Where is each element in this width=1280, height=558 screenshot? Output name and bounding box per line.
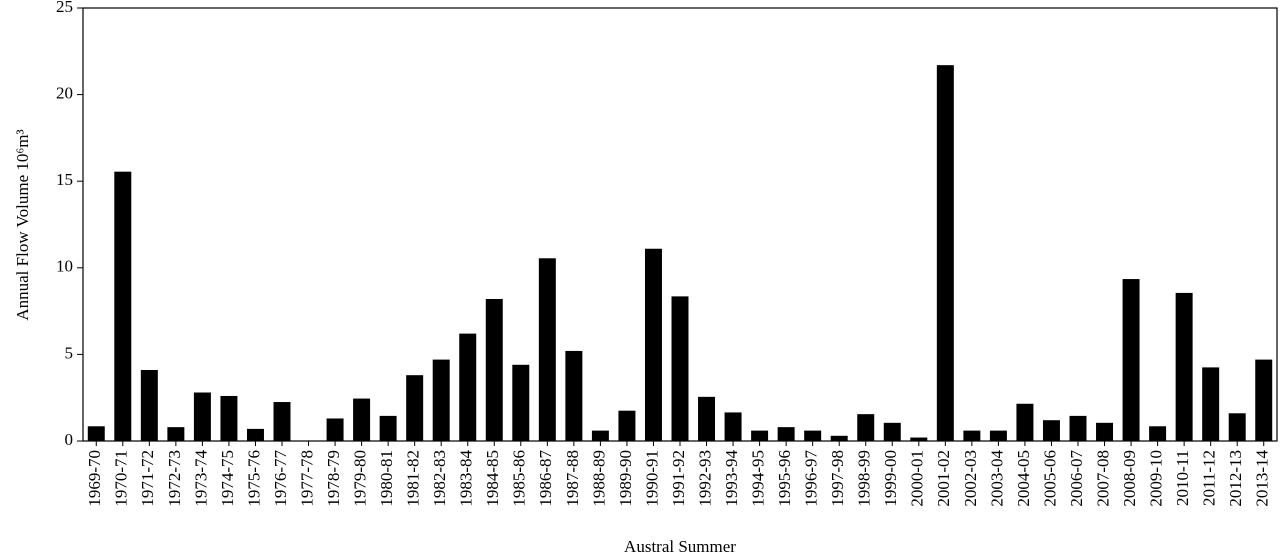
x-tick-label: 1989-90 <box>616 450 635 507</box>
bar <box>1069 415 1087 441</box>
y-tick-label: 20 <box>56 84 73 103</box>
bar <box>883 422 901 441</box>
y-tick-label: 10 <box>56 257 73 276</box>
y-tick-label: 5 <box>65 343 74 362</box>
x-tick-label: 1987-88 <box>563 450 582 507</box>
bar <box>140 369 158 441</box>
x-tick-label: 1985-86 <box>510 450 529 507</box>
x-tick-label: 2013-14 <box>1253 450 1272 507</box>
bar <box>246 428 264 441</box>
x-tick-label: 2009-10 <box>1147 450 1166 507</box>
bar <box>1122 279 1140 441</box>
bar <box>220 395 238 441</box>
x-tick-label: 1979-80 <box>351 450 370 507</box>
bar <box>167 427 185 441</box>
x-tick-label: 1999-00 <box>881 450 900 507</box>
x-tick-label: 2002-03 <box>961 450 980 507</box>
x-tick-label: 1976-77 <box>271 450 290 507</box>
x-tick-label: 1982-83 <box>430 450 449 507</box>
bar <box>1255 359 1273 441</box>
bar <box>618 410 636 441</box>
bar <box>989 430 1007 441</box>
bar <box>751 430 769 441</box>
bar <box>1175 292 1193 441</box>
bar <box>353 398 371 441</box>
x-tick-label: 2008-09 <box>1120 450 1139 507</box>
bar <box>87 426 105 441</box>
x-tick-label: 2003-04 <box>987 450 1006 507</box>
x-tick-label: 2012-13 <box>1226 450 1245 507</box>
bar <box>432 359 450 441</box>
x-tick-label: 1996-97 <box>802 450 821 507</box>
x-tick-label: 1992-93 <box>695 450 714 507</box>
x-tick-label: 1969-70 <box>85 450 104 507</box>
x-axis-label: Austral Summer <box>624 537 736 556</box>
y-tick-label: 25 <box>56 0 73 16</box>
bar <box>804 430 822 441</box>
bar <box>565 350 583 441</box>
bar <box>485 298 503 441</box>
x-tick-label: 1997-98 <box>828 450 847 507</box>
bar <box>114 171 132 441</box>
bar <box>724 412 742 441</box>
bar <box>963 430 981 441</box>
x-tick-label: 1975-76 <box>244 450 263 507</box>
y-axis-label: Annual Flow Volume 10⁶m³ <box>13 129 32 320</box>
x-tick-label: 1971-72 <box>138 450 157 507</box>
bar <box>193 392 211 441</box>
x-tick-label: 1990-91 <box>642 450 661 507</box>
x-tick-label: 2004-05 <box>1014 450 1033 507</box>
bar <box>273 402 291 441</box>
x-tick-label: 1980-81 <box>377 450 396 507</box>
bar <box>326 418 344 441</box>
bar <box>1096 422 1114 441</box>
bar <box>936 65 954 441</box>
bar <box>671 296 689 441</box>
x-tick-label: 1983-84 <box>457 450 476 507</box>
x-tick-label: 1978-79 <box>324 450 343 507</box>
x-tick-label: 1986-87 <box>536 450 555 507</box>
bar <box>830 435 848 441</box>
x-tick-label: 1973-74 <box>191 450 210 507</box>
y-tick-label: 15 <box>56 170 73 189</box>
bar <box>459 333 477 441</box>
x-tick-label: 2011-12 <box>1200 450 1219 506</box>
bar <box>644 248 662 441</box>
x-tick-label: 1974-75 <box>218 450 237 507</box>
x-tick-label: 1994-95 <box>749 450 768 507</box>
x-tick-label: 1984-85 <box>483 450 502 507</box>
x-tick-label: 2001-02 <box>934 450 953 507</box>
bar <box>777 427 795 441</box>
x-tick-label: 1988-89 <box>589 450 608 507</box>
x-tick-label: 2000-01 <box>908 450 927 507</box>
bar <box>910 437 928 441</box>
bar <box>1016 403 1034 441</box>
bar <box>1228 413 1246 441</box>
x-tick-label: 2010-11 <box>1173 450 1192 506</box>
x-tick-label: 2006-07 <box>1067 450 1086 507</box>
x-tick-label: 1995-96 <box>775 450 794 507</box>
bar <box>1042 420 1060 441</box>
x-tick-label: 1972-73 <box>165 450 184 507</box>
x-tick-label: 2005-06 <box>1040 450 1059 507</box>
bar <box>1149 426 1167 441</box>
x-tick-label: 1977-78 <box>297 450 316 507</box>
x-tick-label: 1981-82 <box>404 450 423 507</box>
x-tick-label: 1991-92 <box>669 450 688 507</box>
bar <box>406 375 424 441</box>
bar <box>379 415 397 441</box>
bar <box>538 258 556 441</box>
bar <box>591 430 609 441</box>
bar <box>698 396 716 441</box>
bar <box>1202 367 1220 441</box>
x-tick-label: 1970-71 <box>112 450 131 507</box>
x-tick-label: 2007-08 <box>1093 450 1112 507</box>
bar <box>857 414 875 441</box>
x-tick-label: 1993-94 <box>722 450 741 507</box>
bar <box>512 364 530 441</box>
x-tick-label: 1998-99 <box>855 450 874 507</box>
y-tick-label: 0 <box>65 430 74 449</box>
